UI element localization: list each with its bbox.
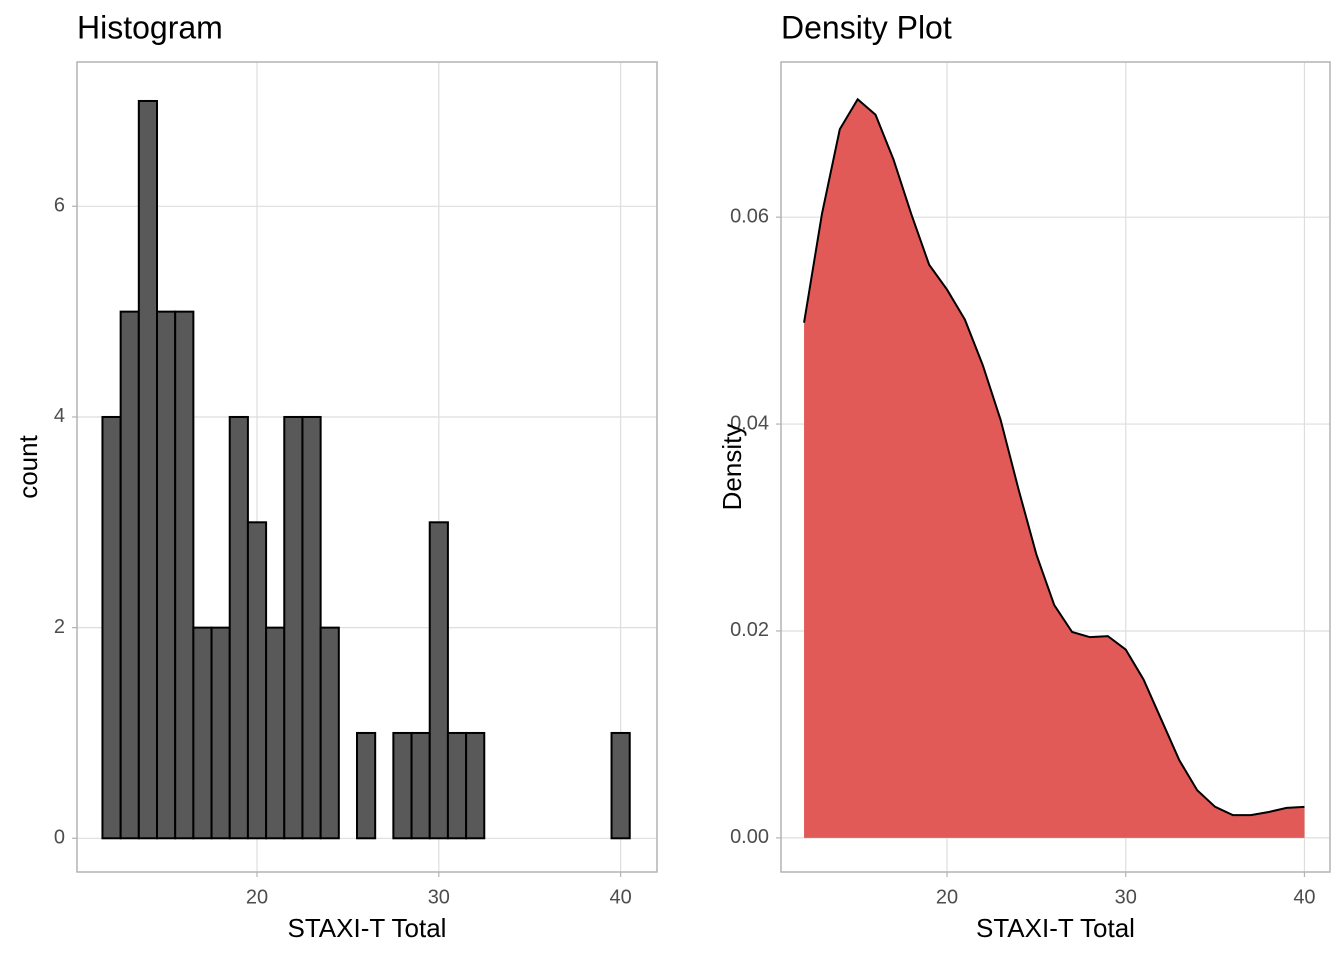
bar bbox=[246, 521, 268, 840]
x-tick-label: 40 bbox=[610, 886, 632, 908]
y-tick-label: 0.02 bbox=[730, 619, 769, 641]
x-tick-label: 30 bbox=[1115, 886, 1137, 908]
x-tick-label: 40 bbox=[1293, 886, 1315, 908]
y-axis-title: Density bbox=[717, 424, 747, 511]
bar bbox=[446, 731, 468, 840]
bar bbox=[101, 415, 122, 840]
bar bbox=[465, 731, 486, 840]
bar bbox=[210, 626, 231, 840]
density-area bbox=[804, 99, 1305, 838]
bar bbox=[356, 731, 377, 840]
y-tick-label: 2 bbox=[54, 616, 65, 638]
y-tick-label: 0 bbox=[54, 827, 65, 849]
bar bbox=[137, 99, 158, 840]
x-axis-title: STAXI-T Total bbox=[976, 913, 1135, 943]
density-line bbox=[803, 97, 1305, 817]
bar bbox=[265, 626, 286, 840]
y-tick-label: 4 bbox=[54, 405, 65, 427]
bar bbox=[156, 310, 177, 840]
bar bbox=[428, 521, 449, 840]
bar bbox=[392, 731, 413, 840]
bar bbox=[319, 626, 340, 840]
y-axis-title: count bbox=[13, 434, 43, 498]
bar bbox=[228, 415, 249, 840]
bar bbox=[610, 731, 631, 840]
chart-title: Density Plot bbox=[781, 9, 952, 45]
panel-border bbox=[76, 61, 658, 873]
bar bbox=[283, 415, 304, 840]
x-tick-label: 20 bbox=[936, 886, 958, 908]
bar bbox=[410, 731, 431, 840]
x-axis-title: STAXI-T Total bbox=[288, 913, 447, 943]
panel-border bbox=[780, 61, 1331, 873]
y-tick-label: 0.00 bbox=[730, 826, 769, 848]
chart-title: Histogram bbox=[77, 9, 223, 45]
bar bbox=[301, 415, 322, 840]
y-tick-label: 0.06 bbox=[730, 205, 769, 227]
y-tick-label: 6 bbox=[54, 195, 65, 217]
bar bbox=[119, 310, 140, 840]
y-tick-label: 0.04 bbox=[730, 412, 769, 434]
bar bbox=[192, 626, 213, 840]
x-tick-label: 30 bbox=[428, 886, 450, 908]
x-tick-label: 20 bbox=[246, 886, 268, 908]
bar bbox=[174, 310, 195, 840]
